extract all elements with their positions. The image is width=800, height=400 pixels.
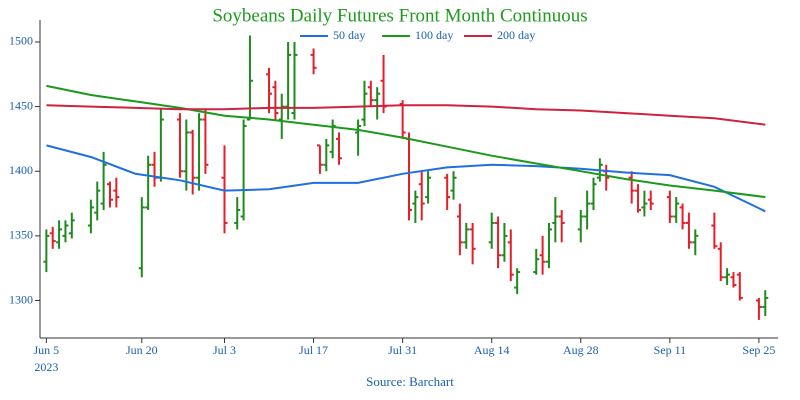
x-tick-label: Sep 11: [654, 343, 687, 357]
y-tick-label: 1400: [9, 163, 33, 177]
x-tick-label: Aug 14: [474, 343, 510, 357]
x-year-label: 2023: [34, 360, 58, 374]
legend-label: 200 day: [497, 28, 535, 42]
source-note: Source: Barchart: [366, 374, 454, 389]
x-tick-label: Jul 31: [388, 343, 417, 357]
x-tick-label: Aug 28: [563, 343, 599, 357]
moving-average-line: [46, 84, 766, 199]
x-tick-label: Jul 17: [299, 343, 328, 357]
legend-label: 100 day: [415, 28, 453, 42]
legend-label: 50 day: [333, 28, 365, 42]
y-tick-label: 1300: [9, 292, 33, 306]
y-tick-label: 1450: [9, 98, 33, 112]
x-tick-label: Jun 5: [34, 343, 60, 357]
moving-average-line: [46, 144, 766, 213]
y-tick-label: 1350: [9, 228, 33, 242]
moving-average-line: [46, 104, 766, 126]
chart-title: Soybeans Daily Futures Front Month Conti…: [212, 5, 587, 26]
x-tick-label: Jul 3: [213, 343, 236, 357]
x-tick-label: Jun 20: [126, 343, 158, 357]
x-tick-label: Sep 25: [742, 343, 775, 357]
y-tick-label: 1500: [9, 34, 33, 48]
